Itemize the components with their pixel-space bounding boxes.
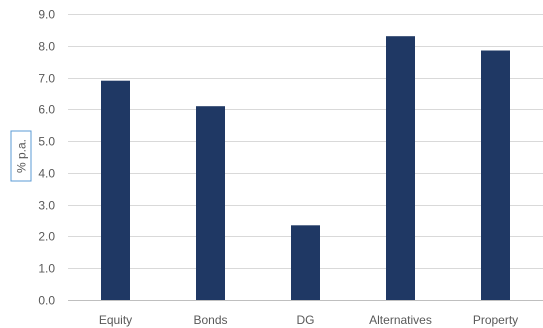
y-tick-label: 6.0 xyxy=(38,103,55,117)
x-tick-label: Equity xyxy=(99,313,132,327)
y-axis-ticks: 0.0 1.0 2.0 3.0 4.0 5.0 6.0 7.0 8.0 9.0 xyxy=(38,8,55,308)
bar-equity xyxy=(101,80,130,300)
x-axis-ticks: Equity Bonds DG Alternatives Property xyxy=(99,313,518,327)
y-tick-label: 2.0 xyxy=(38,230,55,244)
y-tick-label: 3.0 xyxy=(38,199,55,213)
bar-alternatives xyxy=(386,36,415,300)
y-axis-title-text: % p.a. xyxy=(15,139,29,173)
y-tick-label: 0.0 xyxy=(38,294,55,308)
x-tick-label: DG xyxy=(297,313,315,327)
x-tick-label: Bonds xyxy=(193,313,227,327)
x-tick-label: Alternatives xyxy=(369,313,432,327)
y-tick-label: 5.0 xyxy=(38,135,55,149)
y-axis-title-box xyxy=(10,130,32,182)
y-tick-label: 9.0 xyxy=(38,8,55,22)
y-tick-label: 7.0 xyxy=(38,72,55,86)
bars xyxy=(101,36,510,300)
y-tick-label: 8.0 xyxy=(38,40,55,54)
gridlines xyxy=(68,14,543,269)
bar-bonds xyxy=(196,106,225,300)
bar-dg xyxy=(291,225,320,300)
x-tick-label: Property xyxy=(473,313,518,327)
y-tick-label: 4.0 xyxy=(38,167,55,181)
y-tick-label: 1.0 xyxy=(38,262,55,276)
y-axis-title: % p.a. xyxy=(10,130,32,182)
bar-property xyxy=(481,50,510,300)
